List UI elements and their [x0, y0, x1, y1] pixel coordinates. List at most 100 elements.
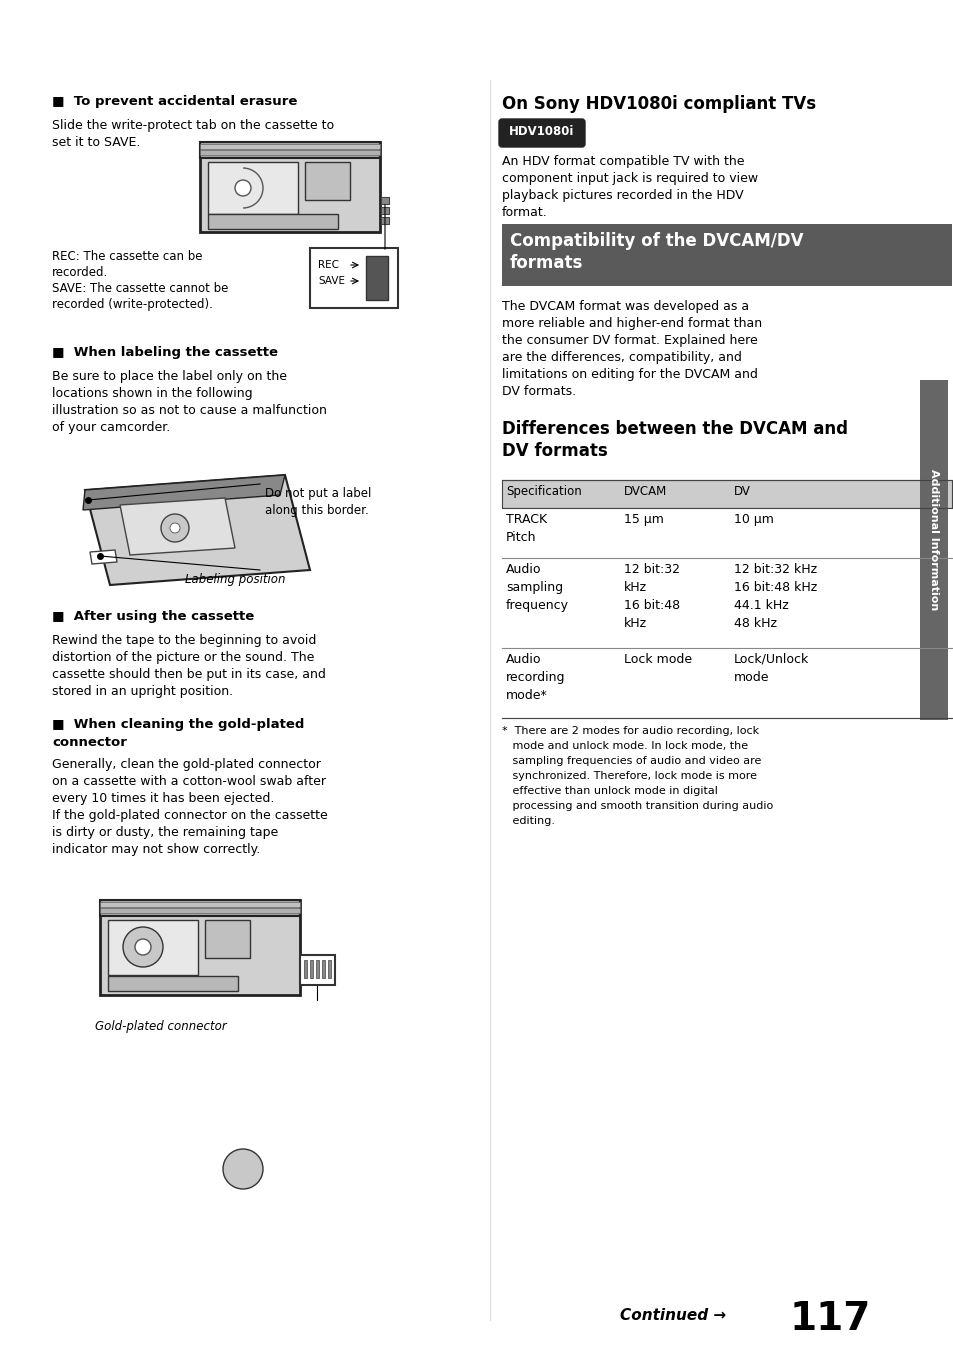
- Bar: [208, 161, 297, 214]
- Circle shape: [161, 514, 189, 541]
- Text: limitations on editing for the DVCAM and: limitations on editing for the DVCAM and: [501, 368, 757, 381]
- Bar: [310, 248, 397, 308]
- Bar: [380, 208, 389, 214]
- Text: is dirty or dusty, the remaining tape: is dirty or dusty, the remaining tape: [52, 826, 278, 839]
- Bar: [100, 900, 299, 995]
- Polygon shape: [85, 475, 310, 585]
- Text: 15 μm: 15 μm: [623, 513, 663, 527]
- Text: If the gold-plated connector on the cassette: If the gold-plated connector on the cass…: [52, 809, 328, 822]
- Text: 117: 117: [789, 1300, 870, 1338]
- Bar: [328, 959, 331, 978]
- Text: editing.: editing.: [501, 816, 555, 826]
- Circle shape: [123, 927, 163, 968]
- Polygon shape: [120, 498, 234, 555]
- Bar: [200, 144, 379, 149]
- Text: DV formats.: DV formats.: [501, 385, 576, 398]
- Text: REC: The cassette can be: REC: The cassette can be: [52, 250, 202, 263]
- Text: Continued →: Continued →: [619, 1308, 725, 1323]
- Text: DVCAM: DVCAM: [623, 484, 666, 498]
- Circle shape: [170, 522, 180, 533]
- Text: sampling frequencies of audio and video are: sampling frequencies of audio and video …: [501, 756, 760, 765]
- Bar: [322, 959, 325, 978]
- Bar: [205, 920, 250, 958]
- Text: connector: connector: [52, 735, 127, 749]
- Bar: [366, 256, 388, 300]
- Text: stored in an upright position.: stored in an upright position.: [52, 685, 233, 697]
- Text: along this border.: along this border.: [265, 503, 369, 517]
- Bar: [200, 151, 379, 155]
- Text: synchronized. Therefore, lock mode is more: synchronized. Therefore, lock mode is mo…: [501, 771, 757, 782]
- Text: REC: REC: [317, 261, 338, 270]
- Text: Rewind the tape to the beginning to avoid: Rewind the tape to the beginning to avoi…: [52, 634, 316, 647]
- Text: Audio
sampling
frequency: Audio sampling frequency: [505, 563, 568, 612]
- Text: Additional Information: Additional Information: [928, 470, 938, 611]
- Text: recorded (write-protected).: recorded (write-protected).: [52, 299, 213, 311]
- Text: Lock mode: Lock mode: [623, 653, 691, 666]
- Bar: [100, 902, 299, 906]
- Bar: [315, 959, 318, 978]
- Text: 12 bit:32 kHz
16 bit:48 kHz
44.1 kHz
48 kHz: 12 bit:32 kHz 16 bit:48 kHz 44.1 kHz 48 …: [733, 563, 817, 630]
- Text: more reliable and higher-end format than: more reliable and higher-end format than: [501, 318, 761, 330]
- Text: Compatibility of the DVCAM/DV: Compatibility of the DVCAM/DV: [510, 232, 802, 250]
- Bar: [200, 142, 379, 232]
- Bar: [108, 920, 198, 974]
- Bar: [501, 508, 951, 558]
- Text: Audio
recording
mode*: Audio recording mode*: [505, 653, 565, 702]
- Text: are the differences, compatibility, and: are the differences, compatibility, and: [501, 351, 741, 364]
- Polygon shape: [90, 550, 117, 565]
- Bar: [919, 380, 947, 721]
- Text: indicator may not show correctly.: indicator may not show correctly.: [52, 843, 260, 856]
- Circle shape: [135, 939, 151, 955]
- Text: cassette should then be put in its case, and: cassette should then be put in its case,…: [52, 668, 326, 681]
- Text: 10 μm: 10 μm: [733, 513, 773, 527]
- Wedge shape: [223, 1149, 263, 1189]
- Bar: [501, 480, 951, 508]
- Text: HDV1080i: HDV1080i: [509, 125, 574, 138]
- Bar: [100, 908, 299, 913]
- Text: every 10 times it has been ejected.: every 10 times it has been ejected.: [52, 792, 274, 805]
- Text: distortion of the picture or the sound. The: distortion of the picture or the sound. …: [52, 651, 314, 664]
- Bar: [200, 142, 379, 157]
- Text: The DVCAM format was developed as a: The DVCAM format was developed as a: [501, 300, 748, 313]
- Bar: [501, 558, 951, 649]
- Bar: [208, 214, 337, 229]
- Text: locations shown in the following: locations shown in the following: [52, 387, 253, 400]
- Text: effective than unlock mode in digital: effective than unlock mode in digital: [501, 786, 717, 797]
- Text: Differences between the DVCAM and: Differences between the DVCAM and: [501, 421, 847, 438]
- Text: processing and smooth transition during audio: processing and smooth transition during …: [501, 801, 773, 811]
- Text: ■  When labeling the cassette: ■ When labeling the cassette: [52, 346, 277, 360]
- Text: *  There are 2 modes for audio recording, lock: * There are 2 modes for audio recording,…: [501, 726, 759, 735]
- Text: On Sony HDV1080i compliant TVs: On Sony HDV1080i compliant TVs: [501, 95, 815, 113]
- Text: Generally, clean the gold-plated connector: Generally, clean the gold-plated connect…: [52, 759, 320, 771]
- Bar: [380, 197, 389, 204]
- Text: SAVE: SAVE: [317, 275, 345, 286]
- Text: illustration so as not to cause a malfunction: illustration so as not to cause a malfun…: [52, 404, 327, 417]
- Text: SAVE: The cassette cannot be: SAVE: The cassette cannot be: [52, 282, 228, 294]
- Text: formats: formats: [510, 254, 583, 271]
- Bar: [380, 217, 389, 224]
- Text: recorded.: recorded.: [52, 266, 108, 280]
- Text: format.: format.: [501, 206, 547, 218]
- Text: ■  When cleaning the gold-plated: ■ When cleaning the gold-plated: [52, 718, 304, 731]
- Bar: [305, 161, 350, 199]
- Bar: [310, 959, 313, 978]
- Polygon shape: [83, 475, 285, 510]
- Bar: [299, 955, 335, 985]
- Text: DV formats: DV formats: [501, 442, 607, 460]
- Text: Do not put a label: Do not put a label: [265, 487, 371, 499]
- Text: ■  To prevent accidental erasure: ■ To prevent accidental erasure: [52, 95, 297, 109]
- Text: Specification: Specification: [505, 484, 581, 498]
- Text: Slide the write-protect tab on the cassette to: Slide the write-protect tab on the casse…: [52, 119, 334, 132]
- Text: component input jack is required to view: component input jack is required to view: [501, 172, 758, 185]
- Text: TRACK
Pitch: TRACK Pitch: [505, 513, 547, 544]
- Bar: [304, 959, 307, 978]
- Bar: [100, 900, 299, 916]
- Text: ■  After using the cassette: ■ After using the cassette: [52, 611, 254, 623]
- Text: An HDV format compatible TV with the: An HDV format compatible TV with the: [501, 155, 743, 168]
- Text: DV: DV: [733, 484, 750, 498]
- Text: set it to SAVE.: set it to SAVE.: [52, 136, 140, 149]
- Text: Gold-plated connector: Gold-plated connector: [95, 1020, 227, 1033]
- FancyBboxPatch shape: [498, 119, 584, 147]
- Text: 12 bit:32
kHz
16 bit:48
kHz: 12 bit:32 kHz 16 bit:48 kHz: [623, 563, 679, 630]
- Text: mode and unlock mode. In lock mode, the: mode and unlock mode. In lock mode, the: [501, 741, 747, 750]
